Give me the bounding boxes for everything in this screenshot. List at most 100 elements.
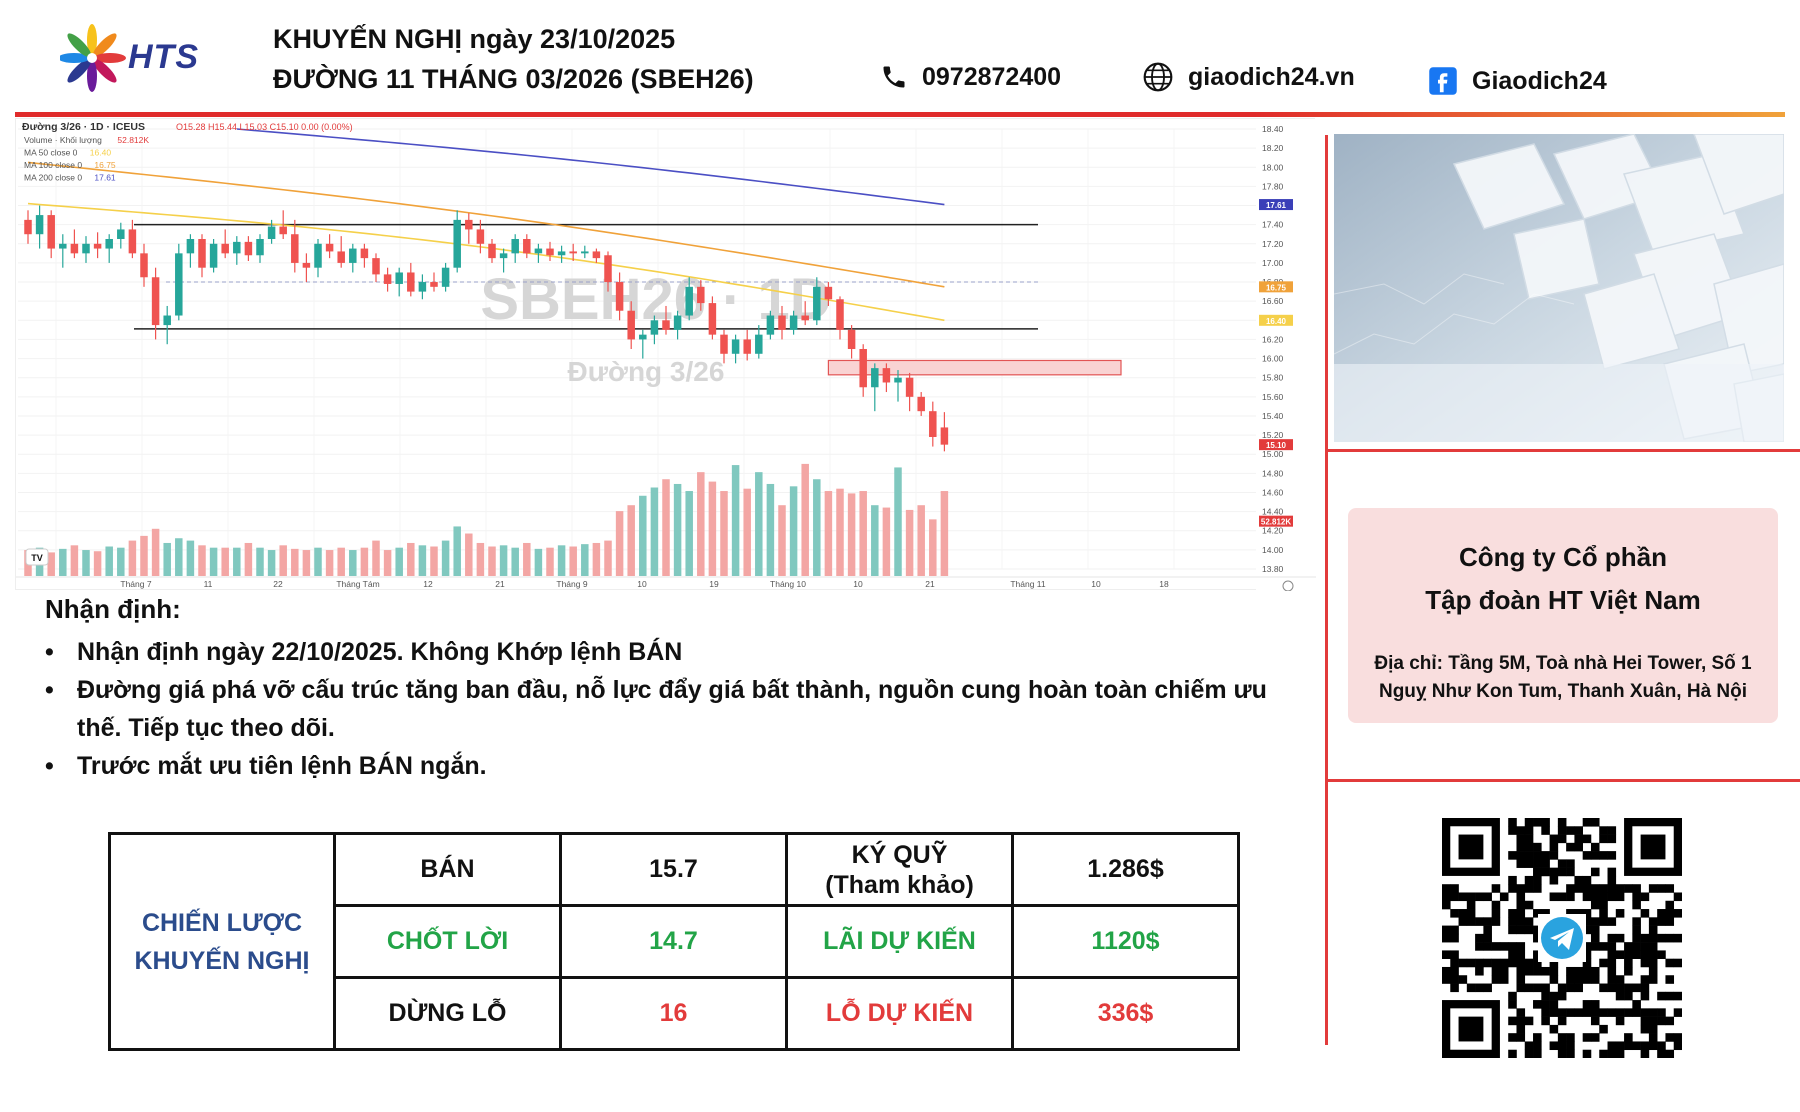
qr-module (1549, 851, 1559, 860)
qr-module (1557, 991, 1567, 1001)
analysis-title: Nhận định: (45, 594, 181, 624)
volume-bar (604, 540, 612, 576)
volume-bar (465, 533, 473, 576)
qr-module (1648, 925, 1658, 935)
y-tick-label: 16.60 (1262, 296, 1284, 306)
price-tag-label: 15.10 (1266, 441, 1287, 450)
right-panel-divider (1325, 135, 1328, 1045)
x-tick-label: Tháng Tám (336, 579, 379, 589)
y-tick-label: 18.00 (1262, 162, 1284, 172)
qr-module (1582, 851, 1592, 860)
volume-bar (824, 491, 833, 576)
volume-bar (233, 547, 241, 576)
company-address: Địa chỉ: Tầng 5M, Toà nhà Hei Tower, Số … (1374, 653, 1752, 702)
candle (894, 377, 902, 383)
qr-module (1524, 958, 1534, 968)
sugar-cubes-image (1334, 134, 1784, 442)
contact-facebook[interactable]: Giaodich24 (1428, 64, 1607, 98)
x-tick-label: 11 (204, 579, 213, 589)
qr-module (1599, 834, 1608, 844)
qr-module (1533, 859, 1542, 868)
qr-module (1607, 917, 1617, 926)
volume-bar (372, 540, 380, 576)
contact-website[interactable]: giaodich24.vn (1142, 60, 1355, 94)
candle (859, 349, 867, 388)
volume-bar (905, 509, 914, 576)
qr-module (1582, 892, 1592, 902)
phone-number: 0972872400 (922, 62, 1062, 91)
qr-module (1491, 966, 1501, 976)
qr-module (1624, 884, 1633, 893)
qr-module (1607, 1041, 1617, 1051)
qr-module (1574, 826, 1583, 835)
volume-bar (836, 488, 844, 576)
qr-module (1466, 900, 1476, 910)
qr-module (1549, 1041, 1559, 1051)
qr-module (1483, 942, 1492, 951)
qr-module (1442, 933, 1451, 943)
qr-module (1624, 991, 1633, 1001)
qr-module (1599, 851, 1608, 860)
qr-module (1508, 1016, 1517, 1026)
qr-module (1450, 966, 1459, 976)
qr-module (1508, 942, 1517, 951)
qr-module (1648, 884, 1658, 893)
volume-bar (766, 483, 775, 576)
candle (557, 251, 566, 256)
candle (105, 239, 113, 249)
qr-module (1533, 983, 1542, 993)
price-tag (1259, 281, 1293, 293)
y-tick-label: 17.40 (1262, 220, 1284, 230)
qr-module (1599, 826, 1608, 835)
legend-value: 52.812K (117, 135, 149, 145)
volume-bar (151, 528, 160, 576)
qr-module (1665, 900, 1675, 910)
qr-module (1450, 933, 1459, 943)
qr-code-icon (1442, 818, 1683, 1059)
expected-profit-label: LÃI DỰ KIẾN (785, 904, 1014, 979)
settings-icon (1282, 580, 1294, 591)
qr-module (1549, 1024, 1559, 1034)
candle (720, 334, 728, 354)
qr-module (1640, 1041, 1650, 1051)
price-chart[interactable]: SBEH26 · 1D Đường 3/26 18.40 18.20 18.00 17.8… (15, 118, 1316, 591)
volume-bar (731, 465, 740, 576)
qr-module (1673, 1033, 1683, 1042)
table-row: DỪNG LỖ 16 LỖ DỰ KIẾN 336$ (110, 976, 1240, 1051)
candle (267, 226, 276, 239)
y-tick-label: 14.60 (1262, 487, 1284, 497)
volume-bar (82, 550, 90, 576)
qr-module (1475, 933, 1484, 943)
qr-module (1541, 983, 1550, 993)
contact-phone[interactable]: 0972872400 (880, 60, 1061, 94)
volume-bar (221, 547, 229, 576)
qr-module (1541, 1000, 1550, 1009)
x-tick-label: Tháng 7 (120, 579, 151, 589)
qr-module (1516, 909, 1526, 918)
candle (940, 427, 949, 445)
qr-module (1466, 958, 1476, 968)
qr-module (1450, 909, 1459, 918)
x-tick-label: 21 (925, 579, 935, 589)
qr-module (1516, 859, 1526, 868)
qr-module (1648, 958, 1658, 968)
chart-watermark-sub: Đường 3/26 (568, 356, 725, 387)
telegram-qr-code[interactable] (1442, 818, 1683, 1059)
tradingview-logo: TV (31, 553, 43, 563)
qr-module (1491, 917, 1501, 926)
candle (407, 272, 415, 292)
hts-logo[interactable]: HTS (58, 24, 210, 94)
legend-entry: MA 100 close 0 (24, 160, 82, 170)
candle (418, 282, 427, 292)
qr-module (1590, 851, 1600, 860)
candle (70, 243, 79, 254)
chart-symbol: Đường 3/26 · 1D · ICEUS (22, 121, 145, 133)
qr-module (1516, 1008, 1526, 1017)
volume-bar (430, 546, 438, 576)
qr-module (1599, 892, 1608, 902)
qr-module (1508, 1000, 1517, 1009)
volume-bar (557, 545, 566, 576)
qr-module (1549, 1000, 1559, 1009)
volume-bar (441, 540, 450, 576)
